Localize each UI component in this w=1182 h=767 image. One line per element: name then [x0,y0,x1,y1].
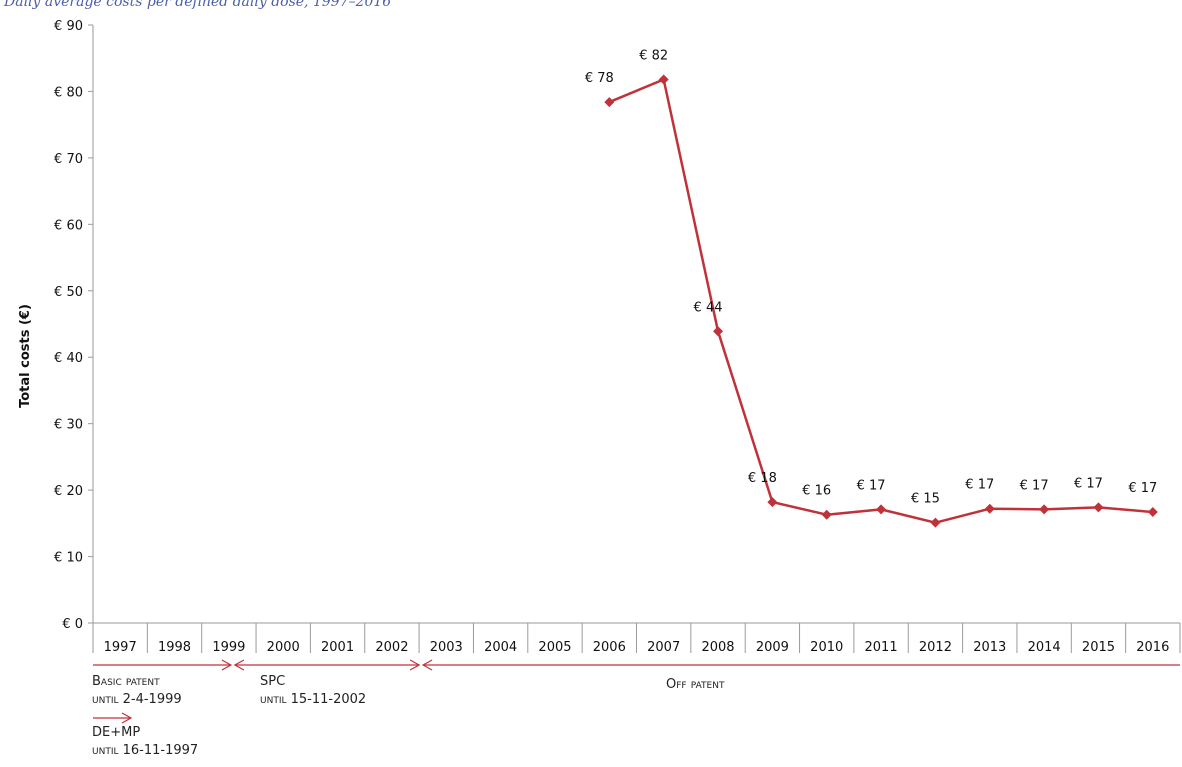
x-tick-label: 2015 [1082,640,1115,655]
data-point-marker [1093,502,1104,513]
annotation-de-mp: DE+MP until 16-11-1997 [92,724,198,760]
x-tick-label: 2005 [538,640,571,655]
y-tick-label: € 10 [54,551,83,566]
data-point-marker [821,509,832,520]
y-tick-label: € 0 [62,617,83,632]
y-tick-label: € 80 [54,85,83,100]
annotation-off-patent-title: Off patent [666,677,725,692]
x-tick-label: 2008 [701,640,734,655]
data-label: € 17 [965,478,994,493]
data-point-marker [1147,507,1158,518]
x-tick-label: 2007 [647,640,680,655]
arrow-head [421,659,433,671]
series-line [608,78,1153,524]
data-point-marker [658,74,669,85]
x-tick-label: 1999 [212,640,245,655]
y-tick-label: € 50 [54,285,83,300]
data-point-marker [930,517,941,528]
y-tick-label: € 90 [54,19,83,34]
arrow-head [221,659,233,671]
x-tick-label: 2010 [810,640,843,655]
x-tick-label: 2013 [973,640,1006,655]
y-tick-label: € 20 [54,484,83,499]
annotation-basic-patent-title: Basic patent [92,674,160,689]
data-label: € 82 [639,48,668,63]
y-tick-label: € 60 [54,218,83,233]
data-label: € 15 [911,492,940,507]
x-tick-label: 2002 [375,640,408,655]
x-tick-label: 2001 [321,640,354,655]
data-label: € 17 [1074,476,1103,491]
x-tick-label: 1998 [158,640,191,655]
x-tick-label: 2012 [919,640,952,655]
x-tick-label: 2004 [484,640,517,655]
data-point-marker [713,326,724,337]
series-layer: € 78 € 82 € 44 € 18 € 16 € 17 € 15 € 17 € 17 € 17… [585,48,1158,528]
annotation-spc-title: SPC [260,674,286,689]
annotation-basic-patent: Basic patent until 2-4-1999 [92,673,182,709]
annotation-de-mp-until: until 16-11-1997 [92,743,199,758]
y-axis-label: Total costs (€) [18,304,33,408]
y-tick-label: € 70 [54,152,83,167]
x-tick-label: 2003 [430,640,463,655]
data-label: € 17 [1128,481,1157,496]
x-tick-label: 2014 [1028,640,1061,655]
data-point-marker [767,497,778,508]
data-point-marker [876,504,887,515]
annotation-spc-until: until 15-11-2002 [260,692,367,707]
annotation-arrows [93,659,1180,724]
annotation-basic-patent-until: until 2-4-1999 [92,692,182,707]
x-tick-label: 2016 [1136,640,1169,655]
annotation-spc: SPC until 15-11-2002 [260,673,366,709]
x-tick-label: 2000 [267,640,300,655]
data-label: € 16 [802,484,831,499]
arrow-head [233,659,245,671]
chart-axes [88,24,1181,653]
annotation-off-patent: Off patent [666,676,724,694]
data-label: € 17 [857,478,886,493]
annotation-de-mp-title: DE+MP [92,725,141,740]
arrow-head [409,659,421,671]
x-tick-label: 2009 [756,640,789,655]
data-point-marker [984,503,995,514]
data-label: € 78 [585,71,614,86]
data-label: € 44 [694,300,723,315]
data-label: € 17 [1020,478,1049,493]
x-tick-label: 2011 [865,640,898,655]
data-point-marker [1039,504,1050,515]
y-tick-labels: € 0 € 10 € 20 € 30 € 40 € 50 € 60 € 70 € 80 € 90 [54,19,83,632]
y-tick-label: € 40 [54,351,83,366]
x-tick-label: 2006 [593,640,626,655]
x-tick-label: 1997 [104,640,137,655]
x-tick-labels: 1997 1998 1999 2000 2001 2002 2003 2004 2005 2006… [104,640,1170,655]
data-point-marker [604,97,615,108]
data-label: € 18 [748,471,777,486]
figure-caption: Daily average costs per defined daily do… [4,0,392,10]
arrow-head [121,712,133,724]
y-tick-label: € 30 [54,418,83,433]
